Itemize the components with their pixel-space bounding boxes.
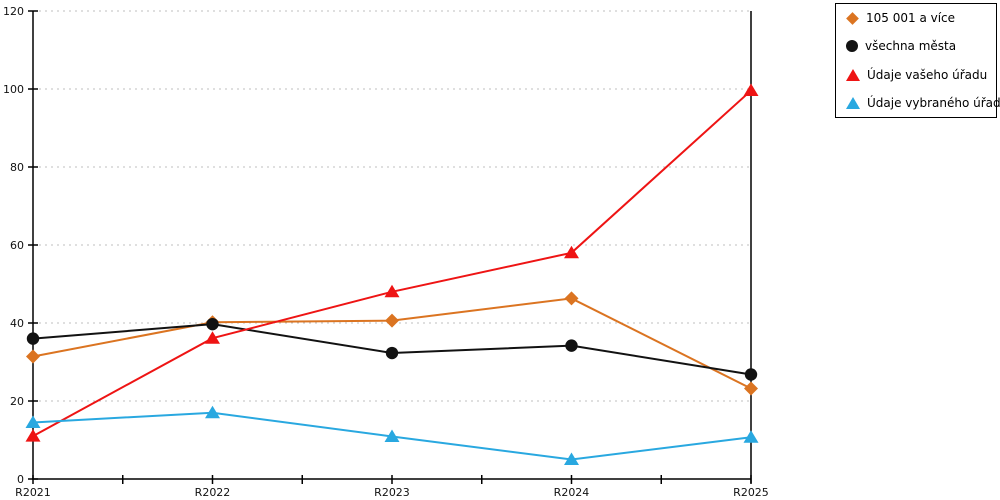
legend-label: 105 001 a více xyxy=(866,11,956,26)
circle-marker-icon xyxy=(565,339,578,352)
x-tick-label: R2022 xyxy=(195,486,231,499)
triangle-marker-icon xyxy=(205,405,220,419)
triangle-marker-icon xyxy=(564,452,579,465)
series-line-diamond-series xyxy=(32,297,752,390)
legend-item: všechna města xyxy=(846,39,996,53)
diamond-marker-icon xyxy=(26,349,40,364)
diamond-icon xyxy=(846,11,859,25)
series-line-triangle-series xyxy=(32,89,752,437)
legend-label: Údaje vybraného úřadu xyxy=(867,95,1000,110)
legend-item: Údaje vašeho úřadu xyxy=(846,68,996,82)
triangle-marker-icon xyxy=(25,429,41,442)
legend-item: 105 001 a více xyxy=(846,11,996,25)
legend-item: Údaje vybraného úřadu xyxy=(846,96,1000,110)
y-tick-label: 80 xyxy=(10,161,24,174)
circle-marker-icon xyxy=(206,317,219,331)
circle-marker-icon xyxy=(385,346,399,360)
diamond-marker-icon xyxy=(564,291,579,306)
circle-icon xyxy=(846,40,858,53)
circle-marker-icon xyxy=(26,332,40,345)
y-tick-label: 20 xyxy=(10,395,24,408)
triangle-marker-icon xyxy=(743,83,759,97)
y-tick-label: 60 xyxy=(10,239,24,252)
y-tick-label: 0 xyxy=(17,473,24,486)
circle-marker-icon xyxy=(744,368,758,381)
triangle-marker-icon xyxy=(25,415,41,428)
x-tick-label: R2021 xyxy=(15,486,51,499)
legend-label: Údaje vašeho úřadu xyxy=(867,67,988,82)
y-tick-label: 120 xyxy=(3,5,24,18)
triangle-marker-icon xyxy=(205,331,220,344)
y-tick-label: 40 xyxy=(10,317,24,330)
x-tick-label: R2023 xyxy=(374,486,410,499)
y-tick-label: 100 xyxy=(3,83,24,96)
diamond-marker-icon xyxy=(744,381,758,396)
triangle-icon xyxy=(846,68,860,81)
triangle-marker-icon xyxy=(743,430,759,443)
diamond-marker-icon xyxy=(385,313,399,328)
x-tick-label: R2025 xyxy=(733,486,769,499)
triangle-icon xyxy=(846,96,860,109)
legend-label: všechna města xyxy=(865,39,957,54)
triangle-marker-icon xyxy=(384,284,400,298)
legend: 105 001 a více všechna města Údaje vašeh… xyxy=(835,3,1000,118)
triangle-marker-icon xyxy=(564,245,579,259)
triangle-marker-icon xyxy=(384,429,400,442)
x-tick-label: R2024 xyxy=(554,486,590,499)
